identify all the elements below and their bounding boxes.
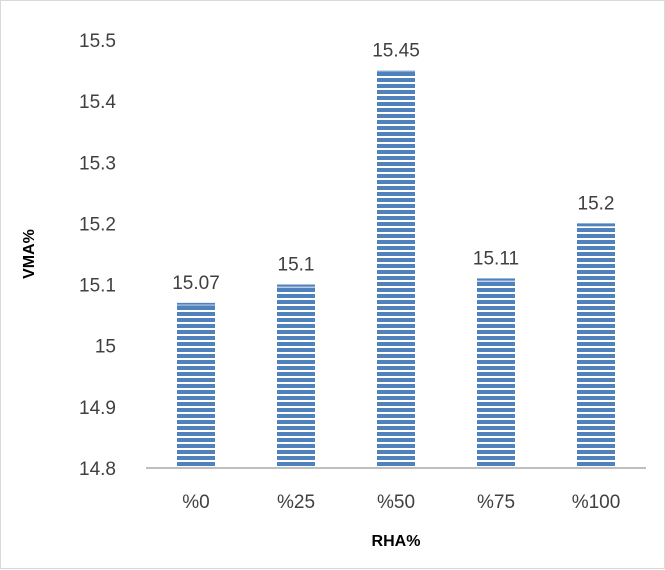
- data-label: 15.1: [278, 255, 315, 276]
- x-tick-label: %50: [377, 492, 415, 513]
- y-tick-label: 15: [95, 337, 116, 358]
- x-axis-title: RHA%: [372, 533, 421, 550]
- x-tick-label: %75: [477, 492, 515, 513]
- bar-cap: [377, 70, 415, 74]
- y-tick-label: 15.1: [79, 276, 116, 297]
- bar-cap: [577, 223, 615, 227]
- bar: [377, 70, 415, 469]
- bar-cap: [277, 284, 315, 288]
- y-axis-title: VMA%: [21, 229, 38, 279]
- y-tick-label: 14.9: [79, 398, 116, 419]
- bar: [577, 223, 615, 468]
- y-tick-label: 14.8: [79, 459, 116, 480]
- y-tick-label: 15.2: [79, 214, 116, 235]
- x-axis-ticks: %0 %25 %50 %75 %100: [182, 492, 620, 513]
- y-tick-label: 15.3: [79, 153, 116, 174]
- data-label: 15.45: [372, 41, 420, 62]
- x-tick-label: %0: [182, 492, 209, 513]
- data-labels: 15.07 15.1 15.45 15.11 15.2: [172, 41, 614, 294]
- y-tick-label: 15.4: [79, 92, 116, 113]
- bar: [277, 284, 315, 468]
- y-axis-ticks: 14.8 14.9 15 15.1 15.2 15.3 15.4 15.5: [79, 31, 116, 480]
- x-tick-label: %100: [572, 492, 621, 513]
- data-label: 15.11: [473, 248, 519, 269]
- bars: [177, 70, 615, 469]
- bar: [177, 302, 215, 468]
- x-tick-label: %25: [277, 492, 315, 513]
- bar-cap: [177, 302, 215, 306]
- data-label: 15.2: [578, 193, 615, 214]
- y-tick-label: 15.5: [79, 31, 116, 52]
- bar-cap: [477, 278, 515, 282]
- data-label: 15.07: [172, 273, 220, 294]
- bar: [477, 278, 515, 468]
